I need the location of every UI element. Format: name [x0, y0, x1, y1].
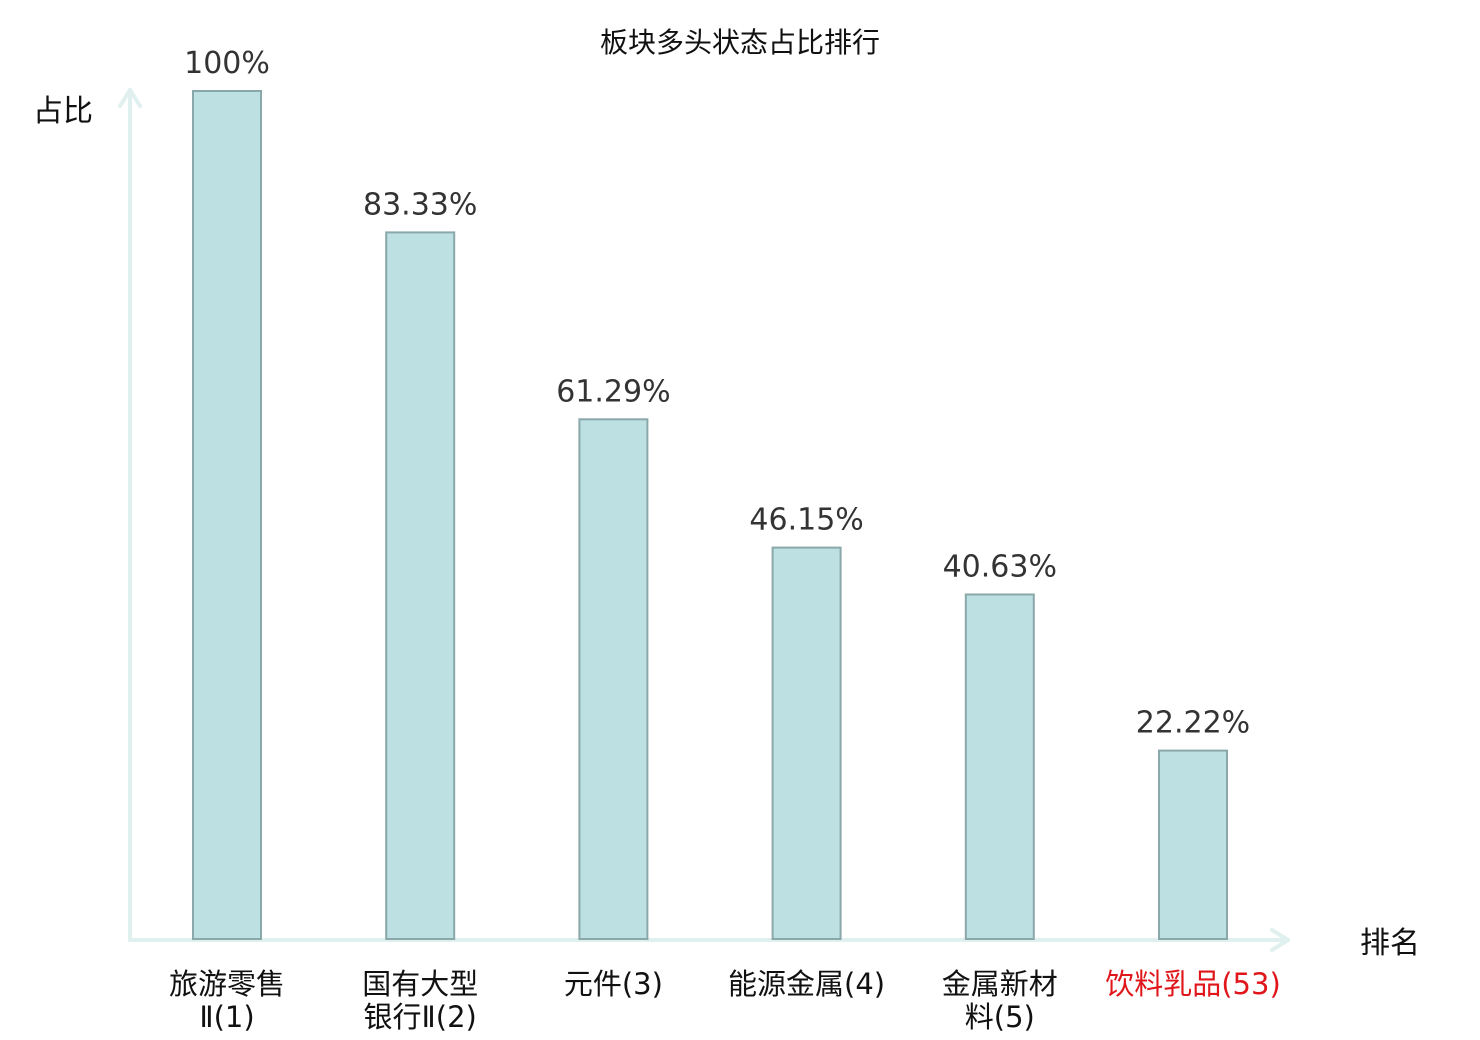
- category-labels: 旅游零售 Ⅱ(1) 国有大型银行Ⅱ(2) 元件(3) 能源金属(4) 金属新材料(5) 饮料…: [169, 967, 1281, 1034]
- value-label: 61.29%: [556, 374, 670, 409]
- category-label-line: 国有大型: [362, 967, 478, 1001]
- category-label: 金属新材料(5): [942, 967, 1058, 1034]
- category-label: 元件(3): [564, 967, 663, 1001]
- value-label: 40.63%: [943, 550, 1057, 585]
- value-label: 100%: [184, 46, 270, 81]
- category-label: 旅游零售 Ⅱ(1): [169, 967, 285, 1034]
- category-label: 饮料乳品(53): [1105, 967, 1281, 1001]
- bar: [385, 231, 456, 940]
- bar: [578, 418, 649, 940]
- bar: [964, 593, 1035, 940]
- category-label-line: Ⅱ(1): [199, 1000, 254, 1034]
- bar: [771, 546, 842, 940]
- value-labels: 100% 83.33% 61.29% 46.15% 40.63% 22.22%: [184, 46, 1250, 741]
- category-label-line: 旅游零售: [169, 967, 285, 1001]
- category-label-line: 饮料乳品(53): [1105, 967, 1281, 1001]
- category-label: 能源金属(4): [728, 967, 885, 1001]
- category-label-line: 金属新材: [942, 967, 1058, 1001]
- bar: [192, 90, 262, 940]
- category-label-line: 元件(3): [564, 967, 663, 1001]
- value-label: 83.33%: [363, 187, 477, 222]
- x-axis-arrow: [1270, 928, 1290, 952]
- x-axis-label: 排名: [1360, 926, 1420, 961]
- category-label-line: 能源金属(4): [728, 967, 885, 1001]
- bars: [192, 90, 1228, 940]
- category-label-line: 料(5): [965, 1000, 1035, 1034]
- y-axis-label: 占比: [33, 94, 93, 129]
- category-label-line: 银行Ⅱ(2): [364, 1000, 477, 1034]
- y-axis-arrow: [118, 88, 142, 108]
- category-label: 国有大型银行Ⅱ(2): [362, 967, 478, 1034]
- chart-title: 板块多头状态占比排行: [600, 26, 880, 59]
- value-label: 46.15%: [749, 503, 863, 538]
- bar: [1158, 749, 1228, 940]
- value-label: 22.22%: [1136, 706, 1250, 741]
